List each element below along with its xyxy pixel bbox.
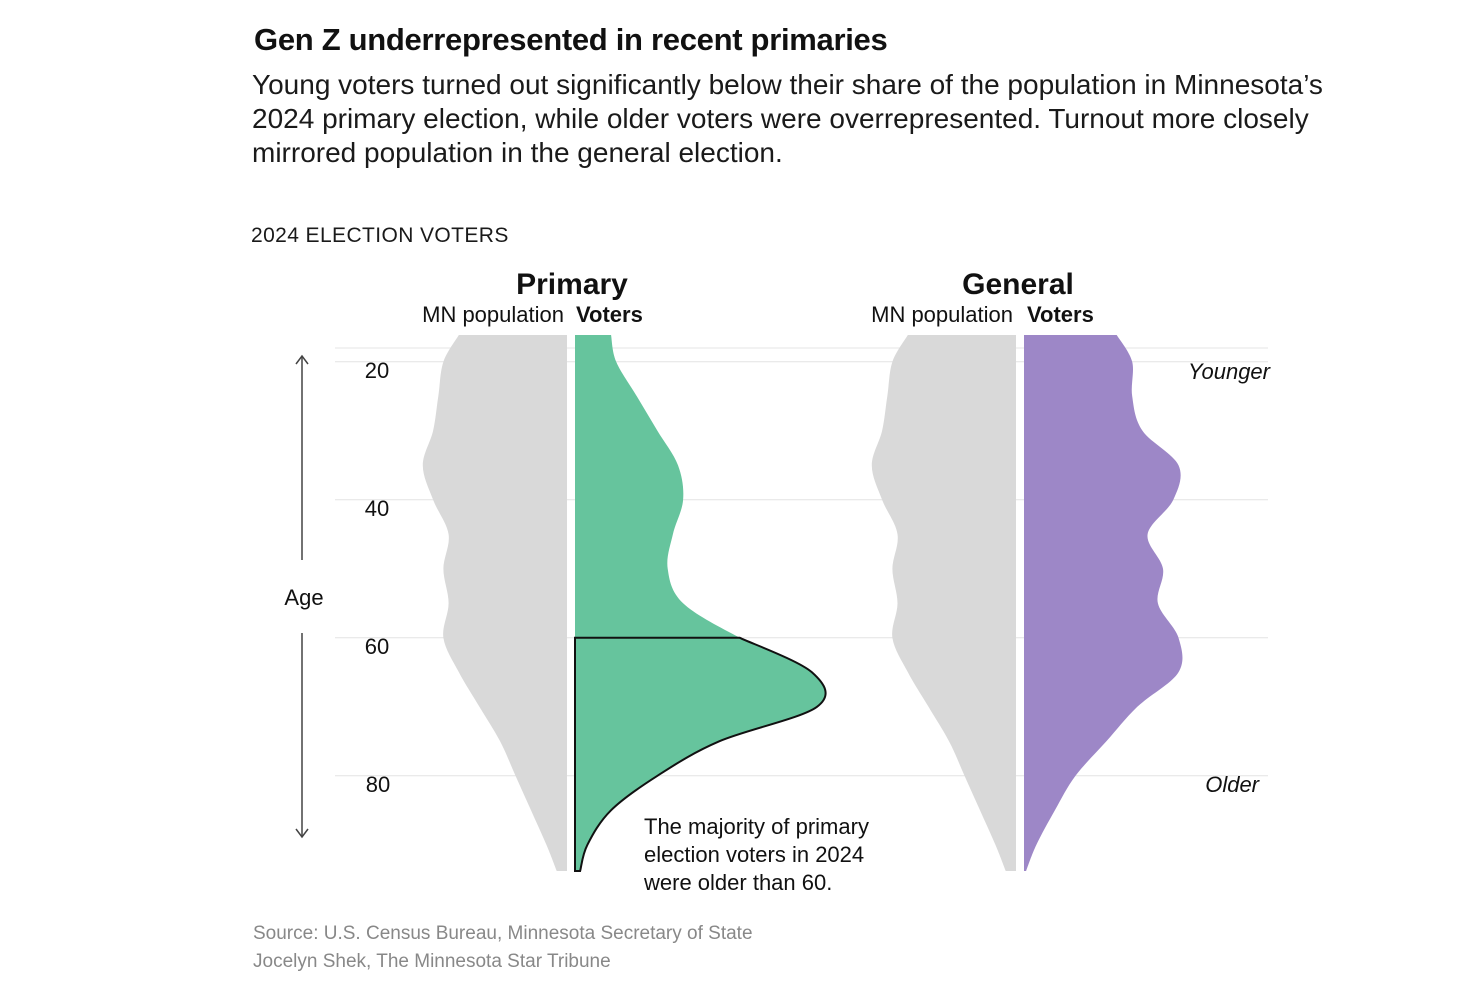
y-tick-60: 60 bbox=[365, 634, 389, 659]
general-voters-shape bbox=[1024, 335, 1183, 871]
younger-label: Younger bbox=[1188, 359, 1272, 384]
panel-title-general: General bbox=[962, 268, 1074, 301]
primary-voters-label: Voters bbox=[576, 302, 643, 327]
primary-population-label: MN population bbox=[422, 302, 564, 327]
y-tick-80: 80 bbox=[366, 772, 390, 797]
primary-population-shape bbox=[422, 335, 567, 871]
older-label: Older bbox=[1205, 772, 1260, 797]
distribution-shapes bbox=[422, 335, 1183, 872]
annotation-text: The majority of primary election voters … bbox=[643, 814, 875, 895]
chart-title: Gen Z underrepresented in recent primari… bbox=[254, 22, 888, 57]
source-note: Source: U.S. Census Bureau, Minnesota Se… bbox=[253, 923, 753, 944]
general-population-shape bbox=[871, 335, 1016, 871]
credit-note: Jocelyn Shek, The Minnesota Star Tribune bbox=[253, 951, 611, 972]
general-voters-label: Voters bbox=[1027, 302, 1094, 327]
age-axis-arrow bbox=[295, 354, 309, 839]
chart-kicker: 2024 ELECTION VOTERS bbox=[251, 224, 509, 247]
primary-over-60-highlight bbox=[574, 636, 827, 872]
chart-subtitle: Young voters turned out significantly be… bbox=[252, 69, 1323, 168]
y-tick-40: 40 bbox=[365, 496, 389, 521]
general-population-label: MN population bbox=[871, 302, 1013, 327]
primary-voters-shape bbox=[575, 335, 826, 871]
panel-title-primary: Primary bbox=[516, 268, 628, 301]
y-tick-20: 20 bbox=[365, 358, 389, 383]
chart-footer: Source: U.S. Census Bureau, Minnesota Se… bbox=[253, 920, 753, 976]
age-axis-label: Age bbox=[284, 585, 323, 610]
